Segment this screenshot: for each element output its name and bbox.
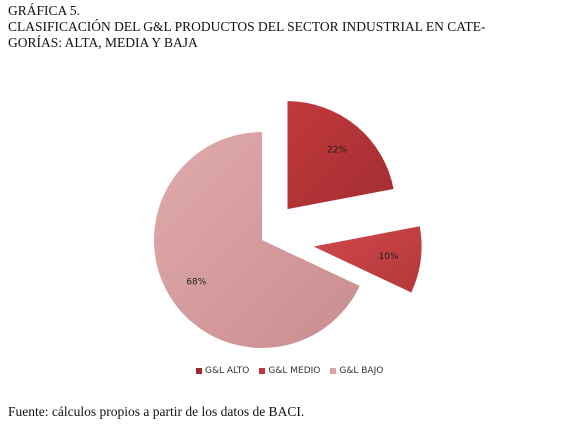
slice-bajo xyxy=(153,132,360,349)
slice-label-medio: 10% xyxy=(379,252,399,262)
figure-title-line-1: CLASIFICACIÓN DEL G&L PRODUCTOS DEL SECT… xyxy=(8,19,486,34)
legend-label-medio: G&L MEDIO xyxy=(268,366,321,376)
legend-label-alto: G&L ALTO xyxy=(205,366,250,376)
legend-swatch-bajo xyxy=(330,368,337,374)
slice-alto xyxy=(287,101,394,210)
figure-title-line-2: GORÍAS: ALTA, MEDIA Y BAJA xyxy=(8,35,198,50)
legend-swatch-medio xyxy=(259,368,266,374)
figure-caption: GRÁFICA 5. CLASIFICACIÓN DEL G&L PRODUCT… xyxy=(8,3,568,51)
legend-item-bajo: G&L BAJO xyxy=(330,366,383,376)
slice-label-bajo: 68% xyxy=(186,278,206,288)
legend-swatch-alto xyxy=(196,368,202,374)
slice-medio xyxy=(313,226,422,293)
legend-label-bajo: G&L BAJO xyxy=(339,366,384,376)
figure-number: GRÁFICA 5. xyxy=(8,3,81,18)
chart-legend: G&L ALTO G&L MEDIO G&L BAJO xyxy=(196,366,383,376)
legend-item-medio: G&L MEDIO xyxy=(259,366,320,376)
figure-source: Fuente: cálculos propios a partir de los… xyxy=(8,404,305,419)
legend-item-alto: G&L ALTO xyxy=(196,366,249,376)
slice-label-alto: 22% xyxy=(327,145,347,155)
